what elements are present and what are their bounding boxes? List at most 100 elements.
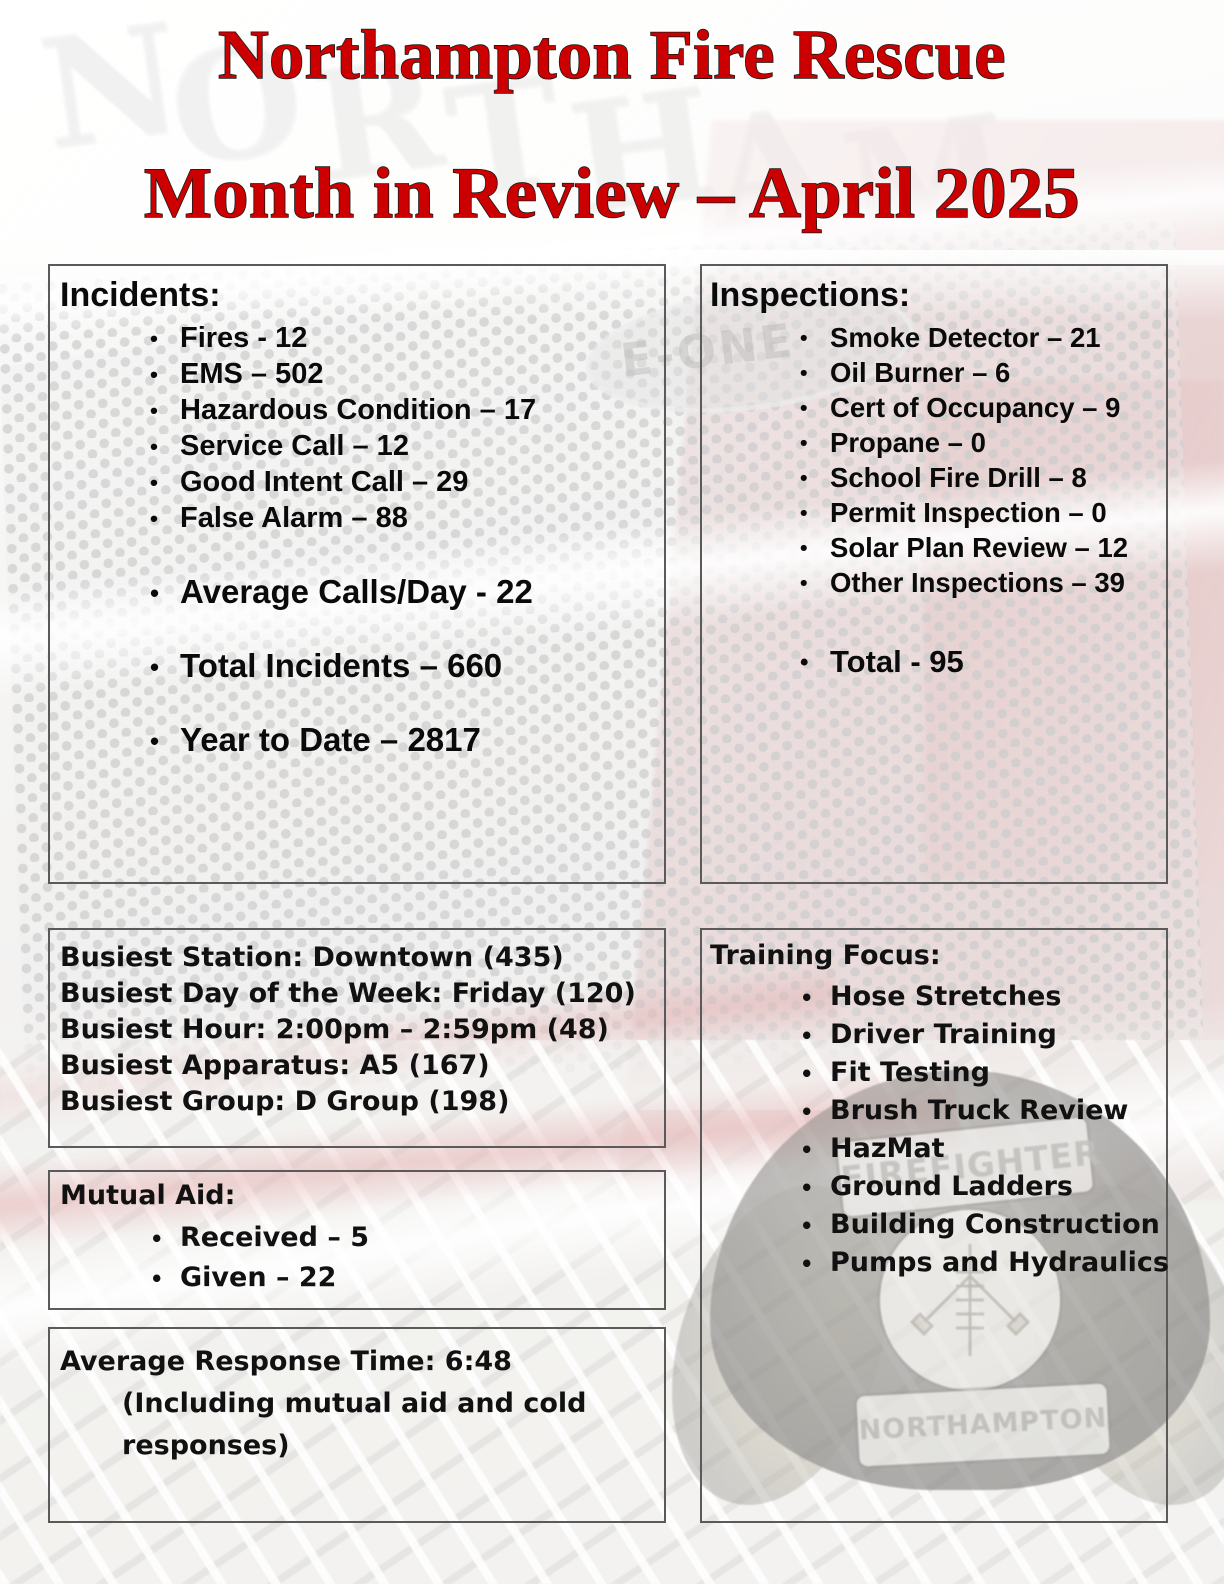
list-item: • Building Construction (800, 1206, 1169, 1244)
list-item-label: Smoke Detector – 21 (830, 322, 1101, 353)
year-to-date-label: Year to Date – 2817 (180, 721, 481, 758)
list-item: • Cert of Occupancy – 9 (800, 390, 1128, 425)
bullet-icon: • (150, 434, 158, 460)
list-item: • Good Intent Call – 29 (150, 464, 536, 500)
average-response-time-lines: Average Response Time: 6:48 (Including m… (60, 1341, 586, 1467)
firefighter-helmet: FIREFIGHTER NORTHAMPTON (633, 1060, 1224, 1584)
bullet-icon: • (800, 361, 808, 386)
list-item-label: Given – 22 (180, 1262, 337, 1293)
bullet-icon: • (150, 506, 158, 532)
bullet-icon: • (800, 571, 808, 596)
list-item-label: Hazardous Condition – 17 (180, 394, 537, 426)
total-incidents-label: Total Incidents – 660 (180, 647, 503, 684)
list-item: • School Fire Drill – 8 (800, 460, 1128, 495)
average-response-time-note-2: responses) (122, 1430, 290, 1461)
busiest-day-line: Busiest Day of the Week: Friday (120) (60, 978, 636, 1009)
bullet-icon: • (800, 1251, 814, 1277)
bullet-icon: • (800, 326, 808, 351)
list-item-label: Other Inspections – 39 (830, 567, 1125, 598)
list-item-label: Building Construction (830, 1209, 1160, 1240)
bullet-icon: • (800, 501, 808, 526)
list-item: • Smoke Detector – 21 (800, 320, 1128, 355)
list-item-label: Cert of Occupancy – 9 (830, 392, 1121, 423)
background-whitening-veil-top (0, 0, 1224, 265)
list-item: • Ground Ladders (800, 1168, 1169, 1206)
page-title-line-1: Northampton Fire Rescue (217, 16, 1006, 95)
busiest-group-line: Busiest Group: D Group (198) (60, 1086, 510, 1117)
list-item-label: HazMat (830, 1133, 945, 1164)
bullet-icon: • (150, 1226, 164, 1252)
bullet-icon: • (800, 1023, 814, 1049)
list-item: • Brush Truck Review (800, 1092, 1169, 1130)
bullet-icon: • (800, 466, 808, 491)
bullet-icon: • (800, 431, 808, 456)
list-item-label: Hose Stretches (830, 981, 1062, 1012)
list-item: • Fit Testing (800, 1054, 1169, 1092)
list-item-label: Fires - 12 (180, 322, 308, 354)
list-item-label: Good Intent Call – 29 (180, 466, 469, 498)
busiest-apparatus-line: Busiest Apparatus: A5 (167) (60, 1050, 490, 1081)
list-item-label: Driver Training (830, 1019, 1057, 1050)
bullet-icon: • (800, 1061, 814, 1087)
helmet-emblem-icon (909, 1244, 1031, 1356)
inspections-panel: Inspections: • Smoke Detector – 21 • Oil B… (700, 264, 1168, 884)
average-response-time-panel: Average Response Time: 6:48 (Including m… (48, 1327, 666, 1523)
mutual-aid-panel: Mutual Aid: • Received – 5 • Given – 22 (48, 1170, 666, 1310)
list-item: • HazMat (800, 1130, 1169, 1168)
mutual-aid-list: • Received – 5 • Given – 22 (150, 1218, 369, 1298)
inspections-list: • Smoke Detector – 21 • Oil Burner – 6 • Ce… (800, 320, 1129, 679)
list-item-label: Oil Burner – 6 (830, 357, 1011, 388)
list-item-label: Permit Inspection – 0 (830, 497, 1107, 528)
bullet-icon: • (150, 1266, 164, 1292)
bullet-icon: • (150, 470, 158, 496)
incidents-heading: Incidents: (60, 276, 221, 314)
list-item-label: Solar Plan Review – 12 (830, 532, 1129, 563)
list-item-label: Pumps and Hydraulics (830, 1247, 1169, 1278)
list-item-label: Ground Ladders (830, 1171, 1073, 1202)
average-response-time-note-1: (Including mutual aid and cold (122, 1388, 587, 1419)
bullet-icon: • (800, 1099, 814, 1125)
list-item: • Given – 22 (150, 1258, 369, 1298)
list-item-label: EMS – 502 (180, 358, 324, 390)
list-item: • Driver Training (800, 1016, 1169, 1054)
list-item: • False Alarm – 88 (150, 500, 536, 536)
list-item-label: Brush Truck Review (830, 1095, 1129, 1126)
list-item: • Received – 5 (150, 1218, 369, 1258)
busiest-station-line: Busiest Station: Downtown (435) (60, 942, 564, 973)
list-item-label: Fit Testing (830, 1057, 990, 1088)
list-item-ytd: • Year to Date – 2817 (150, 721, 536, 758)
bullet-icon: • (150, 362, 158, 388)
list-item: • Pumps and Hydraulics (800, 1244, 1169, 1282)
list-item: • Other Inspections – 39 (800, 565, 1128, 600)
bullet-icon: • (800, 1213, 814, 1239)
bullet-icon: • (800, 536, 808, 561)
bullet-icon: • (800, 985, 814, 1011)
list-item: • Solar Plan Review – 12 (800, 530, 1129, 565)
bullet-icon: • (800, 649, 809, 677)
list-item: • Oil Burner – 6 (800, 355, 1128, 390)
bullet-icon: • (800, 396, 808, 421)
page-title-line-2: Month in Review – April 2025 (143, 152, 1080, 234)
training-focus-panel: Training Focus: • Hose Stretches • Driver … (700, 928, 1169, 1523)
list-item: • EMS – 502 (150, 356, 536, 392)
list-item: • Hazardous Condition – 17 (150, 392, 537, 428)
list-item-total: • Total Incidents – 660 (150, 647, 536, 684)
list-item: • Hose Stretches (800, 978, 1169, 1016)
mutual-aid-heading: Mutual Aid: (60, 1180, 236, 1211)
busiest-hour-line: Busiest Hour: 2:00pm – 2:59pm (48) (60, 1014, 609, 1045)
list-item-label: Propane – 0 (830, 427, 986, 458)
bullet-icon: • (150, 727, 160, 756)
bullet-icon: • (150, 326, 158, 352)
incidents-panel: Incidents: • Fires - 12 • EMS – 502 • Hazar… (48, 264, 666, 884)
list-item-average: • Average Calls/Day - 22 (150, 574, 536, 610)
bullet-icon: • (150, 653, 160, 682)
list-item-label: Service Call – 12 (180, 430, 409, 462)
bullet-icon: • (150, 579, 160, 608)
bullet-icon: • (800, 1137, 814, 1163)
inspections-heading: Inspections: (710, 276, 911, 314)
training-focus-list: • Hose Stretches • Driver Training • Fit Te… (800, 978, 1169, 1282)
incidents-list: • Fires - 12 • EMS – 502 • Hazardous Condit… (150, 320, 537, 758)
list-item: • Propane – 0 (800, 425, 1128, 460)
list-item-label: School Fire Drill – 8 (830, 462, 1087, 493)
average-response-time-value: Average Response Time: 6:48 (60, 1346, 512, 1377)
